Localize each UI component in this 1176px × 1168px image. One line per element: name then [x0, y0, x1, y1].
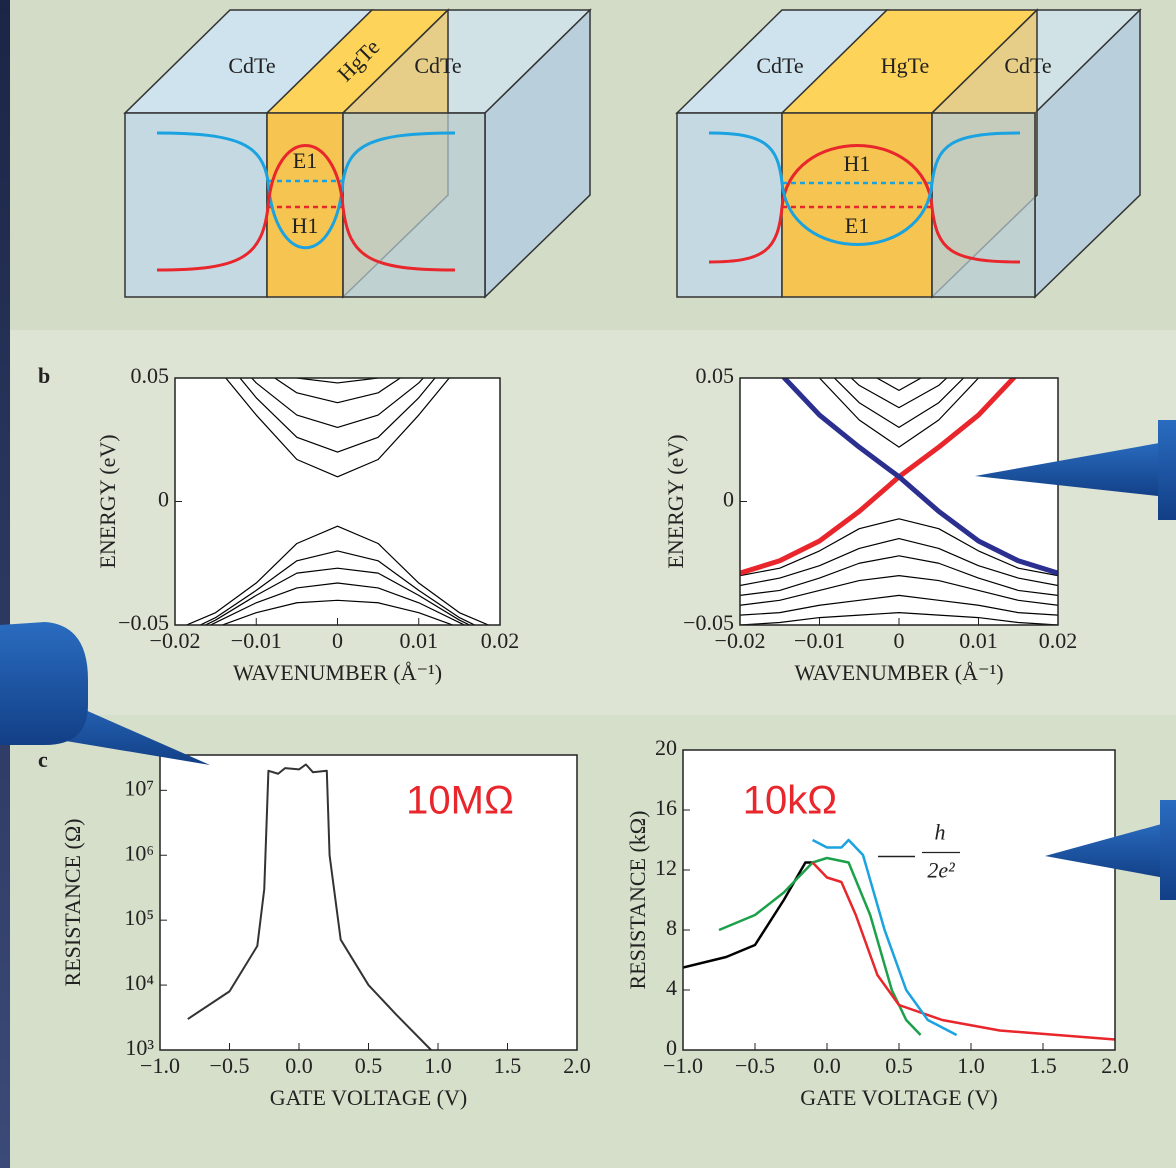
figure: CdTe HgTe CdTe E1 H1 CdTe HgTe CdTe H1 E…	[0, 0, 1176, 1168]
x-tick-label: 1.0	[424, 1053, 452, 1078]
x-tick-label: 2.0	[1101, 1053, 1129, 1078]
x-axis-label: WAVENUMBER (Å⁻¹)	[233, 660, 442, 685]
x-tick-label: 0.02	[1039, 628, 1078, 653]
y-tick-label: 0	[158, 487, 169, 512]
x-tick-label: 0	[332, 628, 343, 653]
y-tick-label: 10³	[125, 1035, 154, 1060]
x-axis-label: GATE VOLTAGE (V)	[800, 1085, 997, 1110]
level-label: H1	[844, 151, 871, 176]
annotation: 10MΩ	[406, 779, 514, 823]
page: { "panel_labels": ["b", "c"], "diagrams"…	[0, 0, 1176, 1168]
x-tick-label: −0.01	[794, 628, 845, 653]
x-tick-label: 2.0	[563, 1053, 591, 1078]
layer-label: CdTe	[756, 53, 803, 78]
y-tick-label: 12	[655, 855, 677, 880]
x-tick-label: 0	[894, 628, 905, 653]
panel-label: b	[38, 363, 50, 388]
layer-label: HgTe	[881, 53, 930, 78]
reference-label: h	[935, 820, 946, 845]
y-axis-label: RESISTANCE (Ω)	[60, 819, 85, 987]
y-tick-label: 10⁴	[124, 970, 154, 995]
y-tick-label: 10⁵	[124, 905, 154, 930]
y-tick-label: 0	[723, 487, 734, 512]
y-tick-label: 10⁶	[124, 840, 154, 865]
x-tick-label: 0.02	[481, 628, 520, 653]
y-tick-label: 4	[666, 975, 677, 1000]
x-tick-label: 0.5	[355, 1053, 383, 1078]
reference-label: 2e²	[927, 858, 955, 883]
plot-area	[160, 755, 577, 1050]
panel-label: c	[38, 747, 48, 772]
x-tick-label: 1.0	[957, 1053, 985, 1078]
y-tick-label: 10⁷	[124, 775, 154, 800]
x-tick-label: 1.5	[494, 1053, 522, 1078]
level-label: E1	[845, 213, 869, 238]
y-tick-label: 0	[666, 1035, 677, 1060]
y-tick-label: −0.05	[683, 610, 734, 635]
y-tick-label: 8	[666, 915, 677, 940]
layer-label: CdTe	[228, 53, 275, 78]
layer-label: CdTe	[414, 53, 461, 78]
y-tick-label: 16	[655, 795, 677, 820]
y-tick-label: 0.05	[131, 363, 170, 388]
x-tick-label: 1.5	[1029, 1053, 1057, 1078]
annotation: 10kΩ	[743, 779, 837, 823]
x-tick-label: 0.5	[885, 1053, 913, 1078]
y-axis-label: RESISTANCE (kΩ)	[625, 811, 650, 990]
level-label: H1	[292, 213, 319, 238]
y-axis-label: ENERGY (eV)	[663, 434, 688, 568]
x-tick-label: 0.0	[285, 1053, 313, 1078]
x-tick-label: −0.01	[231, 628, 282, 653]
x-axis-label: WAVENUMBER (Å⁻¹)	[794, 660, 1003, 685]
y-tick-label: 0.05	[696, 363, 735, 388]
y-axis-label: ENERGY (eV)	[95, 434, 120, 568]
x-tick-label: 0.0	[813, 1053, 841, 1078]
x-tick-label: −0.5	[735, 1053, 775, 1078]
layer-label: CdTe	[1004, 53, 1051, 78]
plot-area	[175, 378, 500, 625]
y-tick-label: −0.05	[118, 610, 169, 635]
y-tick-label: 20	[655, 735, 677, 760]
x-axis-label: GATE VOLTAGE (V)	[270, 1085, 467, 1110]
x-tick-label: −0.5	[210, 1053, 250, 1078]
level-label: E1	[293, 148, 317, 173]
x-tick-label: 0.01	[400, 628, 439, 653]
x-tick-label: 0.01	[959, 628, 998, 653]
